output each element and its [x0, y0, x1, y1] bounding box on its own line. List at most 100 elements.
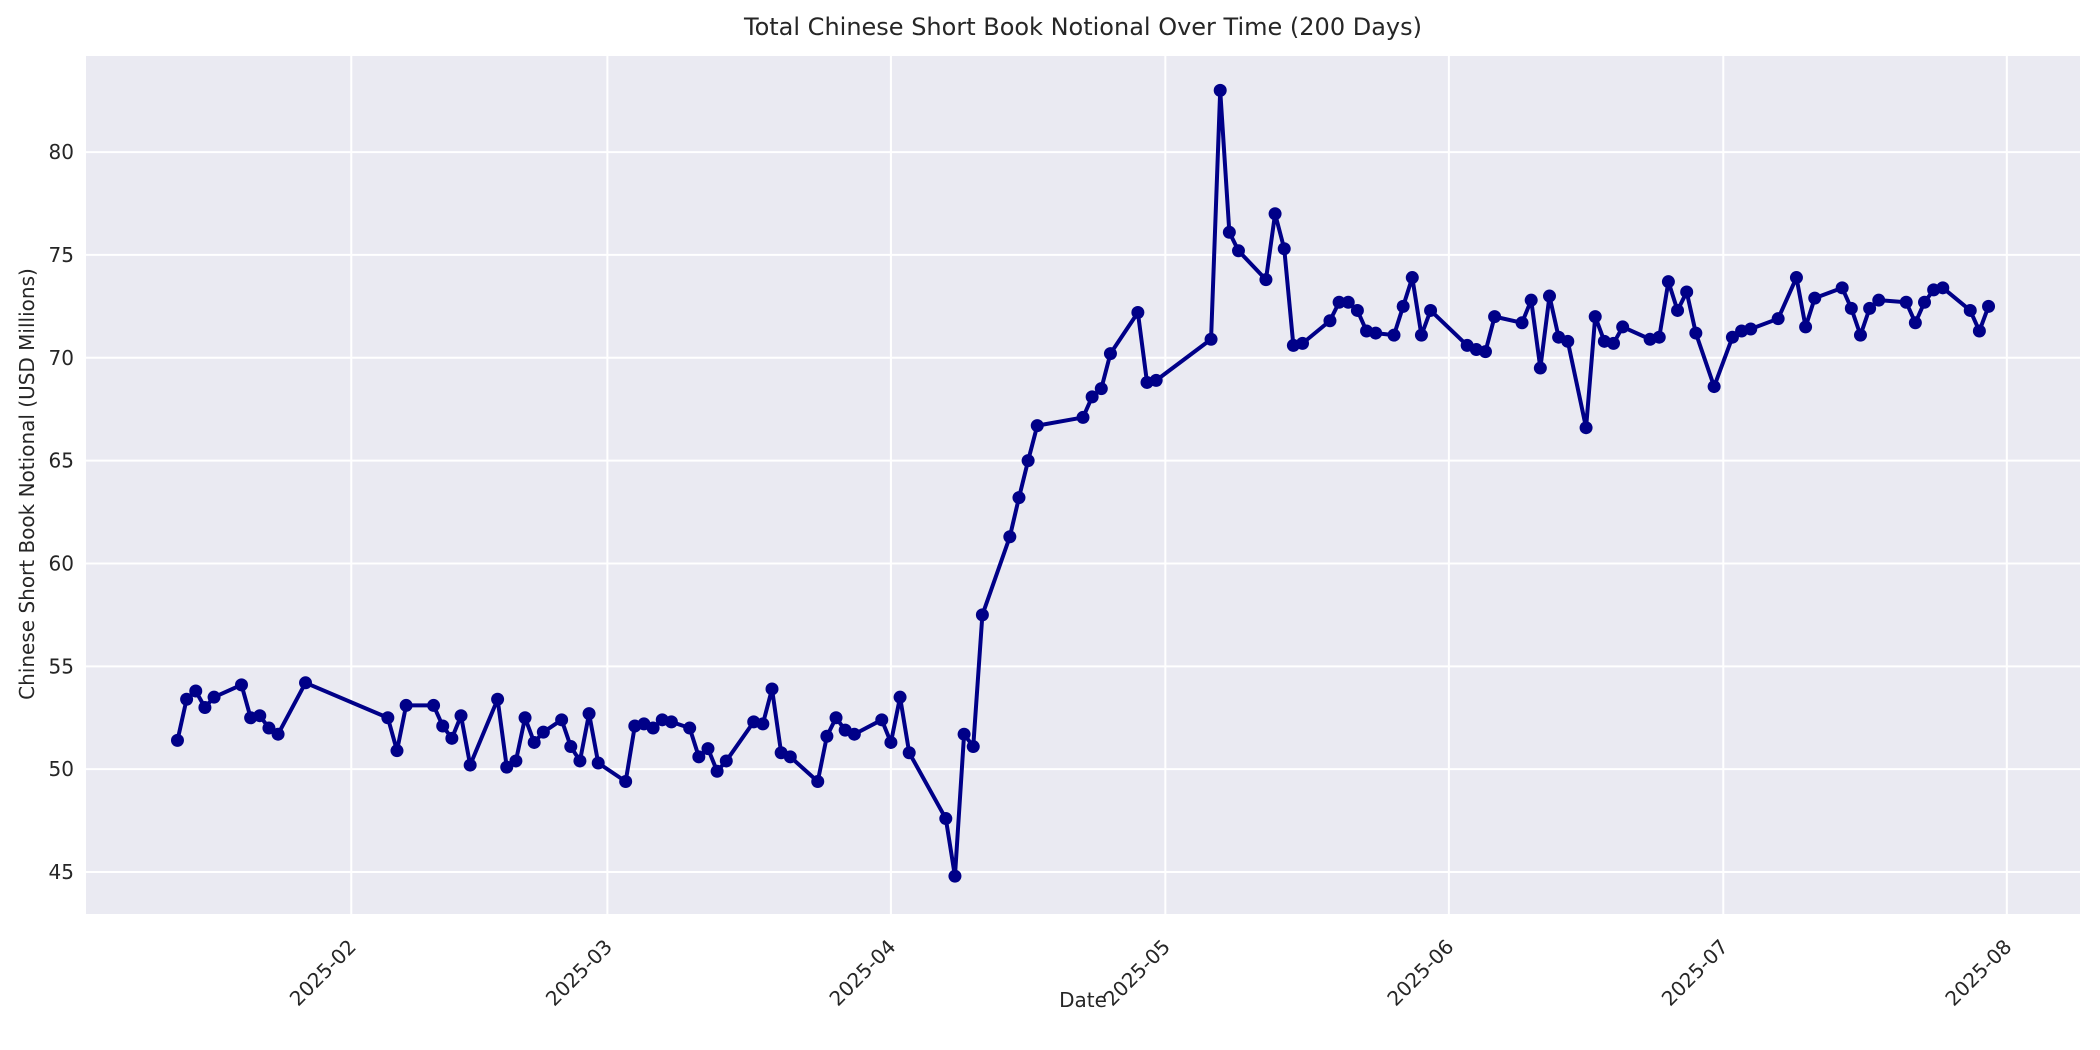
- y-tick-label: 60: [49, 551, 74, 575]
- data-point: [582, 707, 596, 721]
- data-point: [454, 709, 468, 723]
- plot-area: [86, 56, 2080, 914]
- data-point: [710, 764, 724, 778]
- chart-title: Total Chinese Short Book Notional Over T…: [744, 13, 1422, 41]
- data-point: [1030, 419, 1044, 433]
- data-point: [509, 754, 523, 768]
- data-point: [1936, 281, 1950, 295]
- data-point: [1963, 303, 1977, 317]
- data-point: [1341, 295, 1355, 309]
- data-point: [966, 740, 980, 754]
- data-point: [1744, 322, 1758, 336]
- data-point: [573, 754, 587, 768]
- data-point: [1478, 345, 1492, 359]
- data-point: [884, 735, 898, 749]
- data-point: [1844, 301, 1858, 315]
- data-point: [893, 690, 907, 704]
- data-point: [1323, 314, 1337, 328]
- data-point: [1003, 530, 1017, 544]
- data-point: [1424, 303, 1438, 317]
- data-point: [829, 711, 843, 725]
- data-point: [1725, 330, 1739, 344]
- x-axis-label: Date: [1059, 988, 1107, 1012]
- data-point: [299, 676, 313, 690]
- data-point: [591, 756, 605, 770]
- data-point: [1853, 328, 1867, 342]
- data-point: [518, 711, 532, 725]
- data-point: [692, 750, 706, 764]
- data-point: [234, 678, 248, 692]
- data-point: [847, 727, 861, 741]
- data-point: [564, 740, 578, 754]
- data-point: [1332, 295, 1346, 309]
- data-point: [262, 721, 276, 735]
- y-tick-label: 80: [49, 140, 74, 164]
- data-point: [939, 812, 953, 826]
- data-point: [253, 709, 267, 723]
- data-point: [1918, 295, 1932, 309]
- data-point: [1616, 320, 1630, 334]
- data-point: [1707, 380, 1721, 394]
- data-point: [1561, 334, 1575, 348]
- data-point: [527, 735, 541, 749]
- data-point: [646, 721, 660, 735]
- data-point: [1021, 454, 1035, 468]
- y-tick-label: 45: [49, 860, 74, 884]
- data-point: [811, 775, 825, 789]
- data-point: [765, 682, 779, 696]
- data-point: [1982, 299, 1996, 313]
- y-tick-label: 75: [49, 243, 74, 267]
- data-point: [1277, 242, 1291, 256]
- data-point: [1524, 293, 1538, 307]
- data-point: [1149, 373, 1163, 387]
- data-point: [1579, 421, 1593, 435]
- data-point: [619, 775, 633, 789]
- data-point: [436, 719, 450, 733]
- data-point: [1799, 320, 1813, 334]
- data-point: [664, 715, 678, 729]
- data-point: [1808, 291, 1822, 305]
- data-point: [1085, 390, 1099, 404]
- data-point: [1652, 330, 1666, 344]
- data-point: [1680, 285, 1694, 299]
- data-point: [1387, 328, 1401, 342]
- data-point: [719, 754, 733, 768]
- data-point: [1607, 336, 1621, 350]
- data-point: [170, 733, 184, 747]
- data-point: [1103, 347, 1117, 361]
- data-point: [975, 608, 989, 622]
- y-tick-label: 55: [49, 654, 74, 678]
- data-point: [756, 717, 770, 731]
- data-point: [1405, 271, 1419, 285]
- data-point: [1972, 324, 1986, 338]
- data-point: [1661, 275, 1675, 289]
- data-point: [1863, 301, 1877, 315]
- data-point: [427, 698, 441, 712]
- y-tick-label: 50: [49, 757, 74, 781]
- data-point: [463, 758, 477, 772]
- data-point: [1771, 312, 1785, 326]
- data-point: [1835, 281, 1849, 295]
- data-point: [390, 744, 404, 758]
- data-point: [1872, 293, 1886, 307]
- data-point: [1588, 310, 1602, 324]
- data-point: [1533, 361, 1547, 375]
- data-point: [1671, 303, 1685, 317]
- data-point: [683, 721, 697, 735]
- data-point: [1350, 303, 1364, 317]
- data-point: [198, 700, 212, 714]
- data-point: [399, 698, 413, 712]
- data-point: [1689, 326, 1703, 340]
- data-point: [1012, 491, 1026, 505]
- data-point: [1789, 271, 1803, 285]
- data-point: [957, 727, 971, 741]
- data-point: [207, 690, 221, 704]
- data-point: [491, 692, 505, 706]
- y-tick-label: 65: [49, 449, 74, 473]
- data-point: [555, 713, 569, 727]
- y-tick-label: 70: [49, 346, 74, 370]
- data-point: [783, 750, 797, 764]
- data-point: [1259, 273, 1273, 287]
